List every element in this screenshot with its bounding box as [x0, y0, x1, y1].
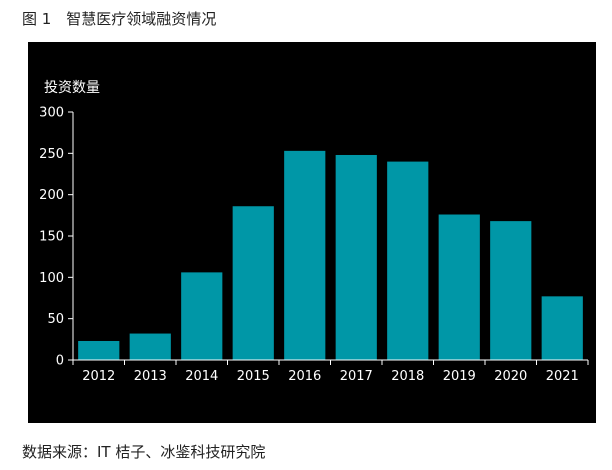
y-tick-label: 0 — [56, 354, 64, 369]
y-tick-label: 300 — [39, 106, 64, 121]
data-source-note: 数据来源：IT 桔子、冰鉴科技研究院 — [22, 443, 266, 461]
chart-panel: 投资数量 0 50 100 150 200 250 300 2012 2013 2014 2015… — [28, 42, 596, 423]
x-tick-label-2014: 2014 — [185, 369, 218, 384]
figure-caption: 图 1 智慧医疗领域融资情况 — [22, 10, 217, 28]
x-tick-label-2013: 2013 — [134, 369, 167, 384]
bar-2013 — [129, 333, 171, 360]
y-axis-ticks: 0 50 100 150 200 250 300 — [39, 106, 73, 369]
x-tick-label-2021: 2021 — [546, 369, 579, 384]
x-tick-label-2017: 2017 — [340, 369, 373, 384]
x-tick-label-2015: 2015 — [237, 369, 270, 384]
x-tick-label-2016: 2016 — [288, 369, 321, 384]
bar-2017 — [335, 154, 377, 360]
x-tick-label-2019: 2019 — [443, 369, 476, 384]
y-tick-label: 150 — [39, 230, 64, 245]
x-tick-label-2012: 2012 — [82, 369, 115, 384]
bar-2020 — [490, 221, 532, 360]
y-tick-label: 200 — [39, 188, 64, 203]
bar-chart: 投资数量 0 50 100 150 200 250 300 2012 2013 2014 2015… — [39, 80, 589, 384]
y-axis-title: 投资数量 — [44, 80, 100, 96]
y-tick-label: 250 — [39, 147, 64, 162]
x-tick-label-2020: 2020 — [494, 369, 527, 384]
bar-2016 — [284, 150, 326, 360]
bars — [78, 150, 583, 360]
y-tick-label: 100 — [39, 271, 64, 286]
y-tick-label: 50 — [47, 312, 64, 327]
bar-2014 — [181, 272, 223, 360]
bar-2015 — [232, 206, 274, 360]
x-tick-label-2018: 2018 — [391, 369, 424, 384]
bar-2018 — [387, 161, 429, 360]
x-axis-ticks: 2012 2013 2014 2015 2016 2017 2018 2019 2020 2021 — [72, 360, 589, 384]
bar-2012 — [78, 340, 120, 360]
bar-2019 — [438, 214, 480, 360]
bar-2021 — [541, 296, 583, 360]
